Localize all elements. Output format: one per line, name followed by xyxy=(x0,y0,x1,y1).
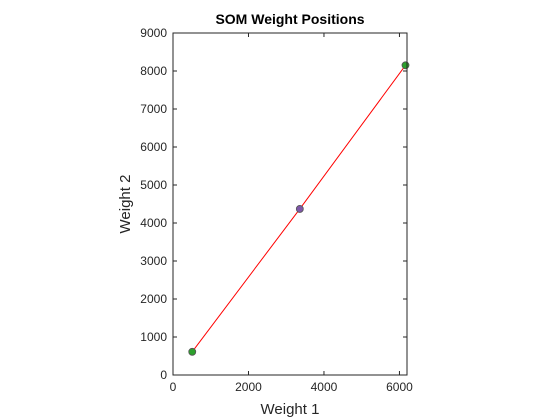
y-tick-label: 3000 xyxy=(140,254,167,268)
axes-background xyxy=(173,33,407,375)
y-tick-label: 1000 xyxy=(140,330,167,344)
y-tick-label: 2000 xyxy=(140,292,167,306)
y-tick-label: 5000 xyxy=(140,178,167,192)
x-tick-label: 4000 xyxy=(311,380,338,394)
y-tick-label: 4000 xyxy=(140,216,167,230)
y-tick-label: 8000 xyxy=(140,64,167,78)
x-tick-label: 0 xyxy=(170,380,177,394)
x-axis-label: Weight 1 xyxy=(261,401,320,418)
data-point xyxy=(188,347,197,356)
y-tick-label: 0 xyxy=(160,368,167,382)
y-tick-label: 9000 xyxy=(140,26,167,40)
chart-title: SOM Weight Positions xyxy=(215,11,364,27)
data-point xyxy=(401,61,410,70)
plot-area: 0 2000 4000 6000 0 1000 2000 3000 4000 5000 6000 70… xyxy=(140,26,413,394)
axis-ticks: 0 2000 4000 6000 0 1000 2000 3000 4000 5000 6000 70… xyxy=(140,26,413,394)
y-tick-label: 6000 xyxy=(140,140,167,154)
axes-box xyxy=(172,32,408,376)
y-axis-label: Weight 2 xyxy=(117,175,134,234)
x-tick-label: 2000 xyxy=(235,380,262,394)
data-point xyxy=(295,205,304,213)
y-tick-label: 7000 xyxy=(140,102,167,116)
x-tick-label: 6000 xyxy=(386,380,413,394)
